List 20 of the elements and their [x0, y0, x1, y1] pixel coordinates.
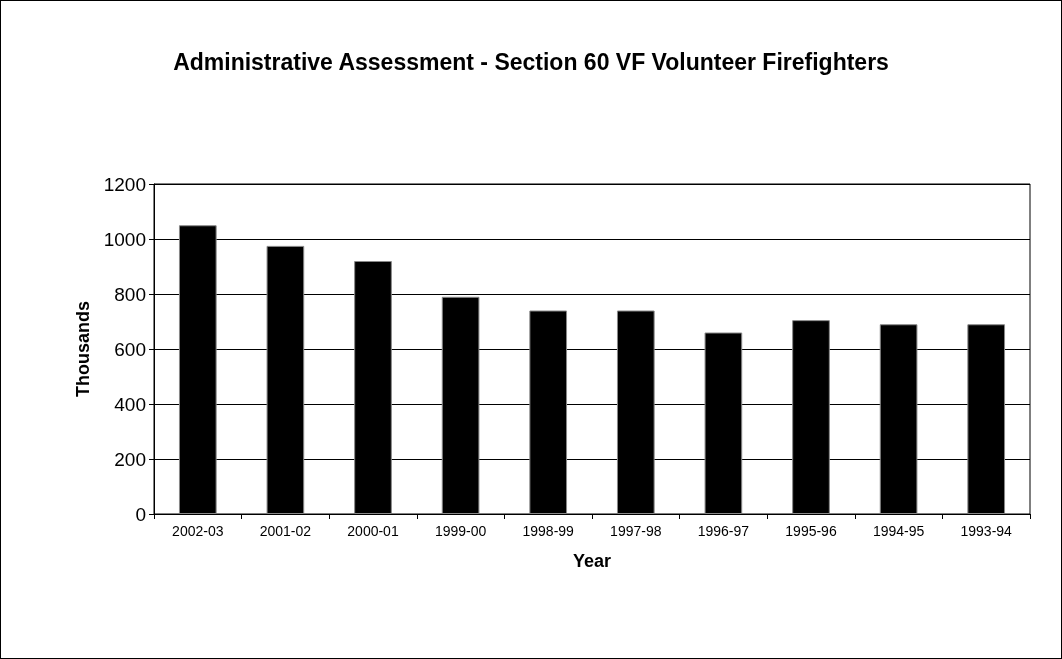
x-tick-label: 1999-00 — [434, 523, 487, 539]
x-tick-label: 2001-02 — [259, 523, 312, 539]
x-tick-label: 1995-96 — [785, 523, 837, 539]
y-tick-label: 1000 — [103, 228, 146, 250]
x-tick-label: 2000-01 — [347, 523, 399, 539]
x-tick-label: 2002-03 — [172, 523, 224, 539]
x-tick-label: 1997-98 — [610, 523, 662, 539]
y-tick-label: 400 — [114, 393, 146, 415]
x-axis-title: Year — [572, 551, 612, 571]
x-tick-label: 1993-94 — [960, 523, 1013, 539]
y-tick-label: 0 — [135, 503, 146, 525]
y-tick-label: 600 — [114, 338, 146, 360]
chart-title: Administrative Assessment - Section 60 VF Volunteer Firefighters — [173, 49, 889, 75]
y-axis-title: Thousands — [73, 300, 93, 398]
x-tick-label: 1994-95 — [872, 523, 925, 539]
x-tick-label: 1996-97 — [697, 523, 750, 539]
y-tick-label: 800 — [114, 283, 146, 305]
y-tick-label: 200 — [114, 448, 146, 470]
x-tick-label: 1998-99 — [522, 523, 575, 539]
y-tick-label: 1200 — [103, 173, 146, 195]
